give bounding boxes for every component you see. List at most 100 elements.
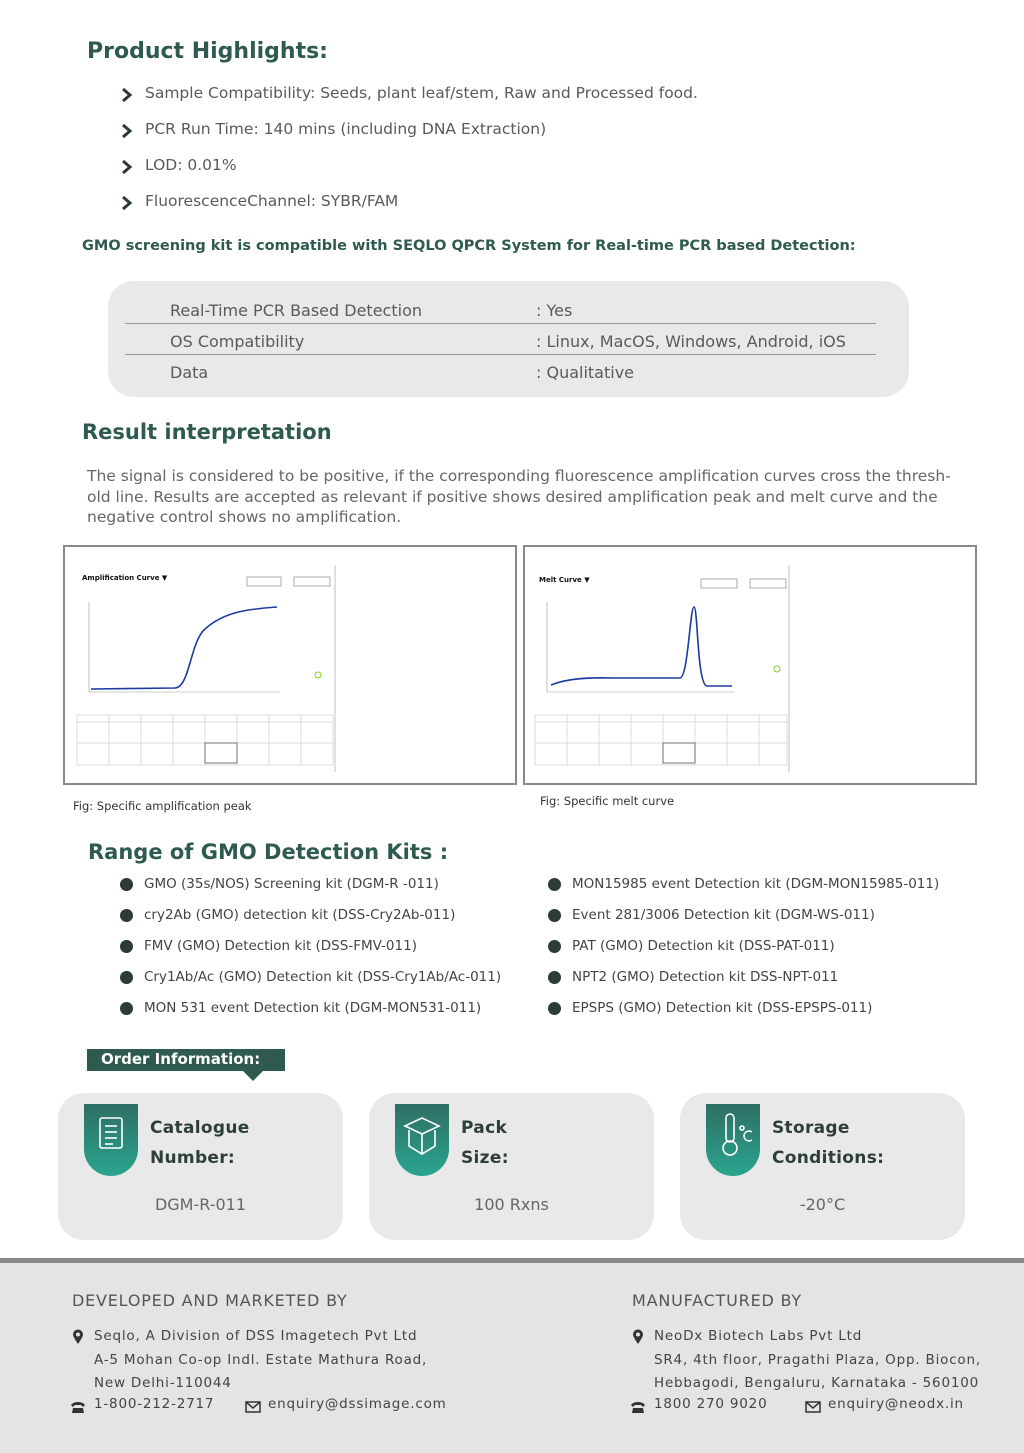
spec-label: OS Compatibility [170,332,305,351]
chevron-icon [122,123,133,139]
amplification-screenshot: Amplification Curve ▼ [76,565,336,772]
card-value: 100 Rxns [474,1195,549,1214]
location-marker [72,1329,84,1349]
panel-title: Melt Curve ▼ [539,576,590,584]
card-label: Size: [461,1148,509,1168]
kit-item: FMV (GMO) Detection kit (DSS-FMV-011) [144,938,417,954]
kit-item: MON15985 event Detection kit (DGM-MON159… [572,876,940,892]
kit-item: MON 531 event Detection kit (DGM-MON531-… [144,1000,482,1016]
kit-item: Cry1Ab/Ac (GMO) Detection kit (DSS-Cry1A… [144,969,502,985]
panel-title: Amplification Curve ▼ [82,574,168,582]
bullet-dot [548,909,561,922]
address-line: SR4, 4th floor, Pragathi Plaza, Opp. Bio… [654,1351,981,1368]
address-line: New Delhi-110044 [94,1375,232,1391]
chevron-icon [122,159,133,175]
spec-label: Real-Time PCR Based Detection [170,301,422,320]
bullet-dot [120,878,133,891]
divider [125,354,876,355]
address-line: Seqlo, A Division of DSS Imagetech Pvt L… [94,1328,418,1344]
bullet-dot [548,1002,561,1015]
footer-heading: MANUFACTURED BY [632,1291,802,1310]
chevron-icon [122,195,133,211]
order-card: Catalogue Number: DGM-R-011 [58,1093,343,1240]
icon-badge [706,1104,760,1176]
result-text: old line. Results are accepted as releva… [87,487,938,506]
figure-caption: Fig: Specific amplification peak [73,799,252,813]
phone-marker [70,1398,86,1417]
highlights-title: Product Highlights: [87,39,328,64]
email: enquiry@neodx.in [828,1396,964,1412]
location-icon [633,1329,643,1344]
card-label: Catalogue [150,1118,250,1138]
divider [125,323,876,324]
address-line: Hebbagodi, Bengaluru, Karnataka - 560100 [654,1375,979,1391]
card-value: -20°C [799,1195,846,1214]
phone: 1-800-212-2717 [94,1396,215,1412]
bullet-dot [548,971,561,984]
footer [0,1258,1024,1453]
order-tag-pointer [243,1071,263,1081]
kit-item: GMO (35s/NOS) Screening kit (DGM-R -011) [144,876,439,892]
kit-item: NPT2 (GMO) Detection kit DSS-NPT-011 [572,969,839,985]
spec-value: : Linux, MacOS, Windows, Android, iOS [536,332,846,351]
kit-item: Event 281/3006 Detection kit (DGM-WS-011… [572,907,875,923]
mail-marker [245,1398,261,1417]
bullet-dot [548,940,561,953]
temperature-icon [722,1113,753,1156]
address-line: A-5 Mohan Co-op Indl. Estate Mathura Roa… [94,1351,428,1368]
catalogue-icon [99,1117,123,1149]
chevron-icon [122,87,133,103]
order-title: Order Information: [101,1050,261,1068]
card-label: Conditions: [772,1148,885,1168]
bullet-arrow [121,123,133,142]
highlight-item: LOD: 0.01% [145,156,237,174]
phone-marker [630,1398,646,1417]
highlight-item: FluorescenceChannel: SYBR/FAM [145,192,399,210]
bullet-dot [120,909,133,922]
mail-icon [805,1401,821,1413]
bullet-dot [120,940,133,953]
card-label: Storage [772,1118,850,1138]
compat-panel [108,281,909,397]
kit-item: EPSPS (GMO) Detection kit (DSS-EPSPS-011… [572,1000,873,1016]
highlight-item: PCR Run Time: 140 mins (including DNA Ex… [145,120,547,138]
result-text: The signal is considered to be positive,… [87,467,951,485]
location-marker [632,1329,644,1349]
location-icon [73,1329,83,1344]
order-card: Pack Size: 100 Rxns [369,1093,654,1240]
card-label: Pack [461,1118,508,1138]
melt-screenshot: Melt Curve ▼ [534,565,790,772]
highlight-item: Sample Compatibility: Seeds, plant leaf/… [145,84,698,102]
phone-icon [631,1402,645,1413]
phone-icon [71,1402,85,1413]
compat-heading: GMO screening kit is compatible with SEQ… [82,238,856,254]
pack-icon [403,1117,441,1155]
card-label: Number: [150,1148,236,1168]
bullet-dot [120,1002,133,1015]
footer-heading: DEVELOPED AND MARKETED BY [72,1291,348,1310]
spec-value: : Yes [536,301,573,320]
result-text: negative control shows no amplification. [87,508,402,526]
icon-badge [84,1104,138,1176]
spec-value: : Qualitative [536,363,635,382]
bullet-dot [548,878,561,891]
bullet-arrow [121,159,133,178]
figure-caption: Fig: Specific melt curve [540,794,675,808]
kit-item: cry2Ab (GMO) detection kit (DSS-Cry2Ab-0… [144,907,456,923]
bullet-dot [120,971,133,984]
kits-title: Range of GMO Detection Kits : [88,840,449,864]
phone: 1800 270 9020 [654,1396,768,1412]
kit-item: PAT (GMO) Detection kit (DSS-PAT-011) [572,938,835,954]
bullet-arrow [121,195,133,214]
bullet-arrow [121,87,133,106]
mail-marker [805,1398,821,1417]
address-line: NeoDx Biotech Labs Pvt Ltd [654,1328,863,1344]
melt-figure: Melt Curve ▼ [523,545,977,785]
result-title: Result interpretation [82,420,332,444]
mail-icon [245,1401,261,1413]
amplification-figure: Amplification Curve ▼ [63,545,517,785]
order-card: Storage Conditions: -20°C [680,1093,965,1240]
email: enquiry@dssimage.com [268,1396,447,1412]
order-tag [87,1049,285,1071]
